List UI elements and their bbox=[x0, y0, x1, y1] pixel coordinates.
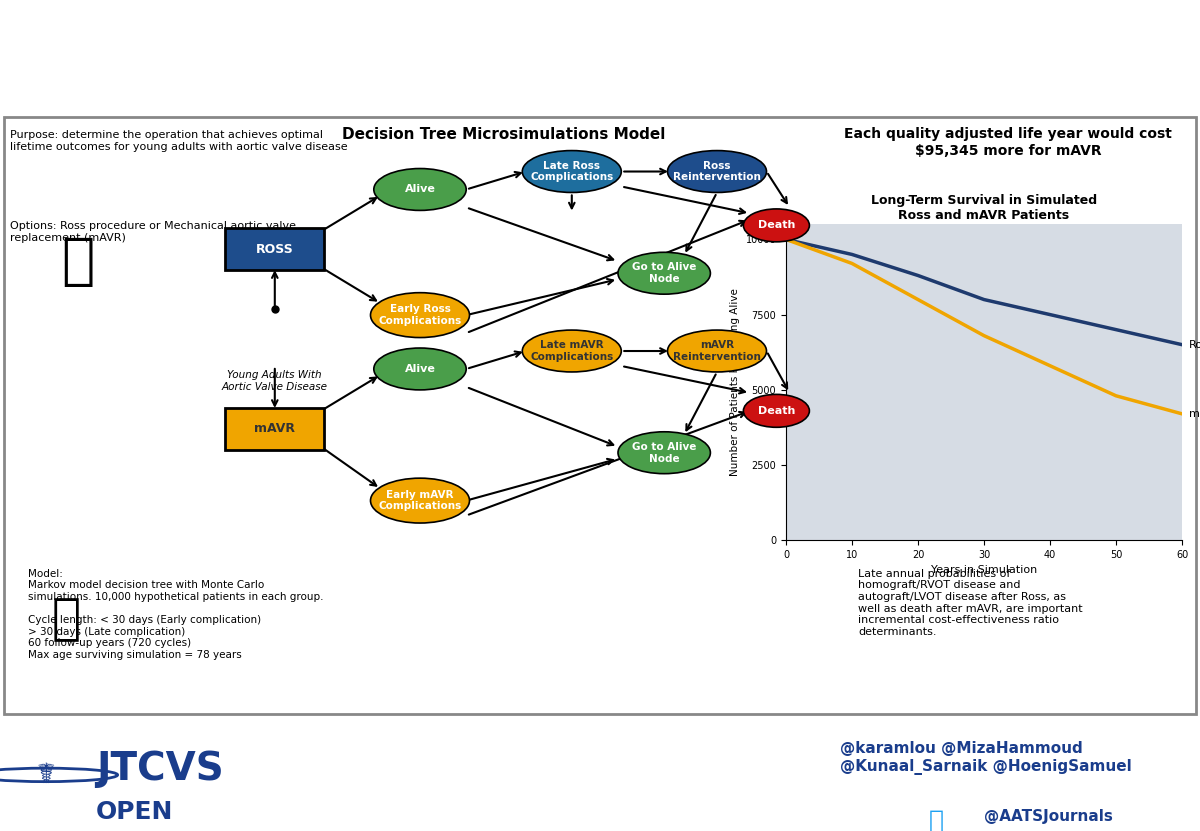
Text: Ross
Reintervention: Ross Reintervention bbox=[673, 160, 761, 182]
Text: Kunaal S Sarnaik, BS; Samuel M Hoenig, BA; Nadia H Bakir, MD; Miza Salim Hammoud: Kunaal S Sarnaik, BS; Samuel M Hoenig, B… bbox=[10, 76, 803, 98]
Text: Young Adults With
Aortic Valve Disease: Young Adults With Aortic Valve Disease bbox=[222, 370, 328, 391]
Ellipse shape bbox=[667, 150, 767, 193]
Text: mAVR: mAVR bbox=[1189, 409, 1200, 419]
Ellipse shape bbox=[371, 293, 469, 337]
FancyBboxPatch shape bbox=[226, 229, 324, 270]
Text: mAVR
Reintervention: mAVR Reintervention bbox=[673, 340, 761, 361]
Ellipse shape bbox=[374, 348, 467, 390]
Ellipse shape bbox=[522, 150, 622, 193]
Text: 💻: 💻 bbox=[52, 595, 80, 643]
Ellipse shape bbox=[667, 330, 767, 372]
Text: Go to Alive
Node: Go to Alive Node bbox=[632, 263, 696, 284]
Y-axis label: Number of Patients Remaining Alive: Number of Patients Remaining Alive bbox=[730, 288, 740, 476]
Text: Late Ross
Complications: Late Ross Complications bbox=[530, 160, 613, 182]
Text: Death: Death bbox=[757, 220, 796, 230]
Text: Early mAVR
Complications: Early mAVR Complications bbox=[378, 489, 462, 511]
Text: Purpose: determine the operation that achieves optimal
lifetime outcomes for you: Purpose: determine the operation that ac… bbox=[10, 130, 347, 152]
Title: Long-Term Survival in Simulated
Ross and mAVR Patients: Long-Term Survival in Simulated Ross and… bbox=[871, 194, 1097, 222]
Text: Alive: Alive bbox=[404, 184, 436, 194]
Text: Each quality adjusted life year would cost
$95,345 more for mAVR: Each quality adjusted life year would co… bbox=[844, 127, 1172, 158]
Text: Early Ross
Complications: Early Ross Complications bbox=[378, 304, 462, 326]
Ellipse shape bbox=[371, 478, 469, 523]
X-axis label: Years in Simulation: Years in Simulation bbox=[931, 565, 1037, 575]
Text: ☤: ☤ bbox=[36, 761, 55, 789]
Text: Late annual probabilities of
homograft/RVOT disease and
autograft/LVOT disease a: Late annual probabilities of homograft/R… bbox=[858, 568, 1082, 637]
Text: @AATSJournals: @AATSJournals bbox=[984, 809, 1112, 824]
Text: OPEN: OPEN bbox=[96, 799, 173, 824]
Text: 🐦: 🐦 bbox=[929, 809, 943, 831]
Text: Options: Ross procedure or Mechanical aortic valve
replacement (mAVR): Options: Ross procedure or Mechanical ao… bbox=[10, 221, 295, 243]
Text: Death: Death bbox=[757, 406, 796, 416]
Text: Decision Tree Microsimulations Model: Decision Tree Microsimulations Model bbox=[342, 127, 666, 142]
Text: Alive: Alive bbox=[404, 364, 436, 374]
Ellipse shape bbox=[522, 330, 622, 372]
Ellipse shape bbox=[618, 253, 710, 294]
Text: ROSS: ROSS bbox=[256, 243, 294, 256]
FancyBboxPatch shape bbox=[226, 408, 324, 450]
Ellipse shape bbox=[618, 432, 710, 474]
Text: Ross preferred to mAVR, with
superior lifetime freedom from
stroke and major ble: Ross preferred to mAVR, with superior li… bbox=[494, 607, 790, 673]
Text: Go to Alive
Node: Go to Alive Node bbox=[632, 442, 696, 464]
Text: JTCVS: JTCVS bbox=[96, 750, 223, 789]
Text: 🤔: 🤔 bbox=[61, 235, 95, 288]
Text: mAVR: mAVR bbox=[254, 422, 295, 435]
Ellipse shape bbox=[374, 169, 467, 210]
Ellipse shape bbox=[744, 395, 810, 427]
Ellipse shape bbox=[744, 209, 810, 242]
Text: @karamlou @MizaHammoud
@Kunaal_Sarnaik @HoenigSamuel: @karamlou @MizaHammoud @Kunaal_Sarnaik @… bbox=[840, 741, 1132, 774]
Text: The Best Lifetime Option for an 18-Year-Old - A Decision Analysis: The Best Lifetime Option for an 18-Year-… bbox=[10, 45, 667, 63]
Text: Ross Procedure or Mechanical Aortic Valve:: Ross Procedure or Mechanical Aortic Valv… bbox=[10, 20, 449, 38]
Text: Model:
Markov model decision tree with Monte Carlo
simulations. 10,000 hypotheti: Model: Markov model decision tree with M… bbox=[29, 568, 324, 660]
Text: Late mAVR
Complications: Late mAVR Complications bbox=[530, 340, 613, 361]
Text: Ross: Ross bbox=[1189, 340, 1200, 350]
